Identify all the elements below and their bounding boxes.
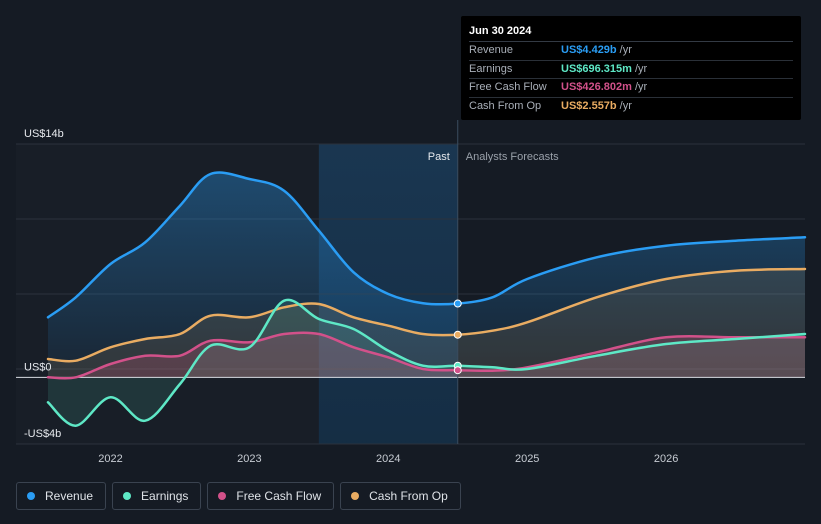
- tooltip-value: US$4.429b: [561, 44, 617, 56]
- tooltip-value: US$696.315m: [561, 62, 632, 75]
- line-earnings: [46, 298, 807, 427]
- x-tick-label: 2023: [237, 453, 261, 465]
- y-tick-label: -US$4b: [24, 428, 61, 440]
- tooltip-unit: /yr: [634, 62, 648, 75]
- line-revenue: [46, 171, 807, 319]
- point-cash-from-op: [453, 330, 462, 339]
- legend-dot-icon: [123, 492, 132, 500]
- legend-item-earnings[interactable]: Earnings: [112, 482, 202, 510]
- legend: Revenue Earnings Free Cash Flow Cash Fro…: [16, 482, 461, 510]
- x-tick-label: 2022: [98, 453, 122, 465]
- legend-label: Earnings: [141, 489, 189, 503]
- tooltip-value: US$426.802m: [561, 81, 632, 93]
- point-revenue: [453, 299, 462, 308]
- tooltip-unit: /yr: [634, 81, 648, 93]
- tooltip-row-free-cash-flow: Free Cash Flow US$426.802m /yr: [469, 79, 793, 98]
- y-tick-label: US$14b: [24, 128, 64, 140]
- past-label: Past: [428, 151, 450, 163]
- tooltip-row-revenue: Revenue US$4.429b /yr: [469, 42, 793, 61]
- tooltip-value: US$2.557b: [561, 99, 617, 112]
- tooltip-row-cash-from-op: Cash From Op US$2.557b /yr: [469, 98, 793, 116]
- area-earnings: [48, 299, 805, 426]
- legend-item-cash-from-op[interactable]: Cash From Op: [340, 482, 461, 510]
- tooltip-unit: /yr: [619, 44, 632, 56]
- legend-dot-icon: [351, 492, 360, 500]
- forecast-label: Analysts Forecasts: [466, 151, 559, 163]
- area-revenue: [48, 172, 805, 378]
- legend-label: Revenue: [45, 489, 94, 503]
- tooltip-label: Earnings: [469, 62, 513, 75]
- tooltip-label: Revenue: [469, 44, 514, 56]
- legend-label: Free Cash Flow: [236, 489, 322, 503]
- legend-dot-icon: [218, 492, 227, 500]
- legend-item-free-cash-flow[interactable]: Free Cash Flow: [207, 482, 335, 510]
- x-tick-label: 2026: [654, 453, 678, 465]
- x-tick-label: 2024: [376, 453, 400, 465]
- tooltip-unit: /yr: [619, 99, 632, 112]
- x-tick-label: 2025: [515, 453, 539, 465]
- tooltip-label: Cash From Op: [469, 99, 542, 112]
- legend-label: Cash From Op: [369, 489, 448, 503]
- legend-item-revenue[interactable]: Revenue: [16, 482, 107, 510]
- legend-dot-icon: [27, 492, 35, 500]
- line-free-cash-flow: [46, 331, 807, 380]
- tooltip-label: Free Cash Flow: [469, 81, 547, 93]
- tooltip-panel: Jun 30 2024 Revenue US$4.429b /yr Earnin…: [461, 16, 801, 120]
- point-free-cash-flow: [453, 366, 462, 375]
- tooltip-row-earnings: Earnings US$696.315m /yr: [469, 61, 793, 79]
- line-cash-from-op: [46, 267, 807, 363]
- y-tick-label: US$0: [24, 361, 52, 373]
- area-free-cash-flow: [48, 332, 805, 379]
- tooltip-date: Jun 30 2024: [469, 24, 793, 42]
